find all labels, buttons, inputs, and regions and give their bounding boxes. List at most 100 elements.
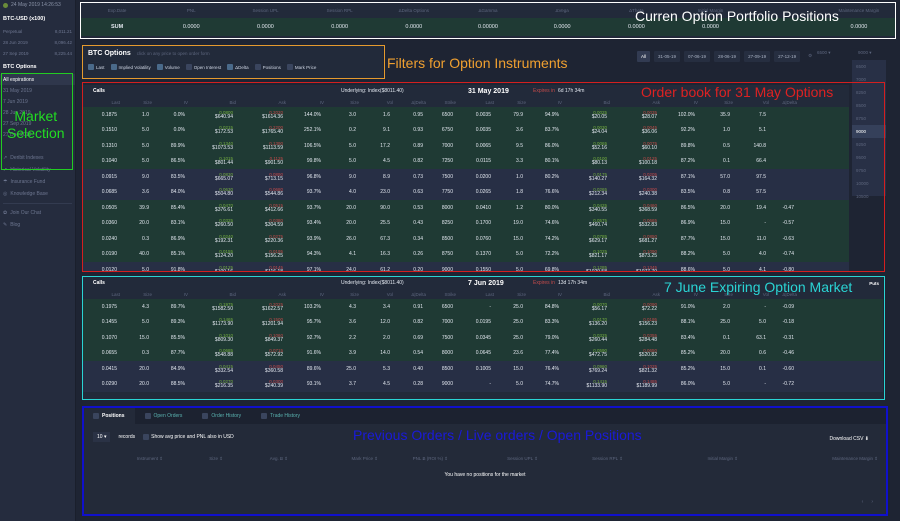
futures-item[interactable]: 27 Sep 2019 8,225.44: [0, 48, 75, 59]
expiration-item[interactable]: 27 Dec 2019: [3, 132, 32, 138]
download-csv-button[interactable]: Download CSV ⬇: [829, 436, 870, 442]
expiration-item[interactable]: 27 Sep 2019: [3, 121, 32, 127]
bid-price[interactable]: 0.0170 $136.20: [562, 317, 610, 327]
strike-option[interactable]: 7000: [856, 77, 867, 82]
tab-open-orders[interactable]: Open Orders: [135, 408, 193, 424]
column-header[interactable]: Maintenance Margin ⇕: [832, 456, 878, 461]
expiry-tab[interactable]: 28-06-19: [714, 50, 741, 62]
settings-icon[interactable]: ⚙: [808, 53, 813, 58]
ask-price[interactable]: 0.0680 $544.86: [236, 187, 286, 197]
ask-price[interactable]: 0.0205 $164.32: [610, 172, 660, 182]
ask-price[interactable]: 0.0035 $28.07: [610, 110, 660, 120]
ask-price[interactable]: 0.0145$116.18: [236, 265, 286, 271]
bid-price[interactable]: 0.0265 $212.34: [562, 187, 610, 197]
ask-price[interactable]: 0.0300 $240.38: [610, 187, 660, 197]
ask-price[interactable]: 0.0195 $156.23: [610, 317, 660, 327]
strike-option[interactable]: 8750: [856, 116, 867, 121]
ask-price[interactable]: 0.0665 $532.83: [610, 218, 660, 228]
ask-price[interactable]: 0.0125 $100.18: [610, 156, 660, 166]
bid-price[interactable]: 0.0100 $80.13: [562, 156, 610, 166]
strike-option[interactable]: 8250: [856, 90, 867, 95]
futures-item[interactable]: Perpetual 8,011.21: [0, 26, 75, 37]
bid-price[interactable]: 0.1340 $1073.53: [188, 141, 236, 151]
usd-checkbox[interactable]: Show avg price and PNL also in USD: [143, 434, 234, 440]
expiration-item[interactable]: 7 Jun 2019: [3, 99, 28, 105]
column-header[interactable]: Session RPL ⇕: [592, 456, 623, 461]
filter-checkbox[interactable]: Mark Price: [286, 64, 316, 70]
bid-price[interactable]: 0.1465 $1173.90: [188, 317, 236, 327]
bid-price[interactable]: 0.0630 $504.80: [188, 187, 236, 197]
expiry-tab[interactable]: 31-05-19: [654, 50, 681, 62]
next-page-button[interactable]: ›: [871, 499, 873, 505]
expiry-tab[interactable]: 27-12-19: [774, 50, 801, 62]
sidebar-link[interactable]: ☂ Insurance Fund: [0, 176, 75, 188]
strike-option[interactable]: 9500: [856, 155, 867, 160]
bid-price[interactable]: 0.1010 $809.30: [188, 333, 236, 343]
ask-price[interactable]: 0.1090 $873.25: [610, 249, 660, 259]
expiration-item[interactable]: 28 Jun 2019: [3, 110, 31, 116]
bid-price[interactable]: 0.0270 $216.35: [188, 379, 236, 389]
bid-price[interactable]: 0.1285$1029.58: [562, 265, 610, 271]
tab-order-history[interactable]: Order History: [192, 408, 251, 424]
expiry-tab[interactable]: 27-09-19: [744, 50, 771, 62]
bid-price[interactable]: 0.0590 $472.75: [562, 348, 610, 358]
bid-price[interactable]: 0.0070 $56.17: [562, 302, 610, 312]
bid-price[interactable]: 0.0065 $52.16: [562, 141, 610, 151]
sidebar-link[interactable]: ↗ Historical Volatility: [0, 164, 75, 176]
ask-price[interactable]: 0.0090 $72.22: [610, 302, 660, 312]
bid-price[interactable]: 0.0960 $769.24: [562, 364, 610, 374]
strike-option[interactable]: 8500: [856, 103, 867, 108]
filter-checkbox[interactable]: ΔDelta: [227, 64, 249, 70]
ask-price[interactable]: 0.2200 $1765.40: [236, 125, 286, 135]
bid-price[interactable]: 0.0415 $332.54: [188, 364, 236, 374]
strike-option[interactable]: 9250: [856, 142, 867, 147]
ask-price[interactable]: 0.0045 $36.06: [610, 125, 660, 135]
bid-price[interactable]: 0.0575 $460.74: [562, 218, 610, 228]
bid-price[interactable]: 0.1015 $801.44: [188, 156, 236, 166]
bid-price[interactable]: 0.0175 $140.27: [562, 172, 610, 182]
ask-price[interactable]: 0.0380 $304.59: [236, 218, 286, 228]
column-header[interactable]: Session UPL ⇕: [507, 456, 538, 461]
prev-page-button[interactable]: ‹: [861, 499, 864, 505]
ask-price[interactable]: 0.1125 $901.50: [236, 156, 286, 166]
ask-price[interactable]: 0.0195 $156.25: [236, 249, 286, 259]
column-header[interactable]: PNL Ƀ (ROI %) ⇕: [412, 456, 448, 461]
expiry-tab[interactable]: All: [637, 50, 651, 62]
ask-price[interactable]: 0.1025 $821.32: [610, 364, 660, 374]
ask-price[interactable]: 0.0275 $220.36: [236, 234, 286, 244]
sidebar-link[interactable]: ↗ Deribit Indexes: [0, 152, 75, 164]
column-header[interactable]: Size ⇕: [209, 456, 223, 461]
strike-option[interactable]: 10500: [856, 194, 869, 199]
ask-price[interactable]: 0.1390 $1113.59: [236, 141, 286, 151]
column-header[interactable]: Instrument ⇕: [136, 456, 163, 461]
ask-price[interactable]: 0.0460 $368.59: [610, 203, 660, 213]
expiration-item[interactable]: 31 May 2019: [3, 88, 32, 94]
bid-price[interactable]: 0.0470 $376.61: [188, 203, 236, 213]
column-header[interactable]: Initial Margin ⇕: [707, 456, 738, 461]
strike-option[interactable]: 10000: [856, 181, 869, 186]
ask-price[interactable]: 0.1500 $1201.94: [236, 317, 286, 327]
bid-price[interactable]: 0.0125$100.16: [188, 265, 236, 271]
ask-price[interactable]: 0.0450 $360.58: [236, 364, 286, 374]
bid-price[interactable]: 0.0030 $24.04: [562, 125, 610, 135]
ask-price[interactable]: 0.2025 $1622.57: [236, 302, 286, 312]
filter-checkbox[interactable]: Volume: [156, 64, 180, 70]
ask-price[interactable]: 0.0075 $60.10: [610, 141, 660, 151]
ask-price[interactable]: 0.0355 $284.48: [610, 333, 660, 343]
records-select[interactable]: 10 ▾: [93, 432, 111, 442]
strike-dropdown[interactable]: 6500 7000 8250 8500 8750 9000 9250 9500 9750 1000…: [852, 60, 886, 199]
ask-price[interactable]: 0.1060 $849.37: [236, 333, 286, 343]
ask-price[interactable]: 0.1485 $1189.99: [610, 379, 660, 389]
ask-price[interactable]: 0.0650 $520.82: [610, 348, 660, 358]
filter-checkbox[interactable]: Implied Volatility: [110, 64, 151, 70]
expiration-item[interactable]: All expirations: [0, 74, 75, 85]
strike-option[interactable]: 9750: [856, 168, 867, 173]
futures-item[interactable]: 28 Jun 2019 8,096.42: [0, 37, 75, 48]
strike-option[interactable]: 6500: [856, 64, 867, 69]
ask-price[interactable]: 0.0515 $412.66: [236, 203, 286, 213]
bid-price[interactable]: 0.1415 $1133.90: [562, 379, 610, 389]
strike-from-select[interactable]: 6500 ▾: [817, 50, 831, 55]
bid-price[interactable]: 0.0425 $340.55: [562, 203, 610, 213]
bid-price[interactable]: 0.0240 $192.31: [188, 234, 236, 244]
bid-price[interactable]: 0.0785 $629.17: [562, 234, 610, 244]
